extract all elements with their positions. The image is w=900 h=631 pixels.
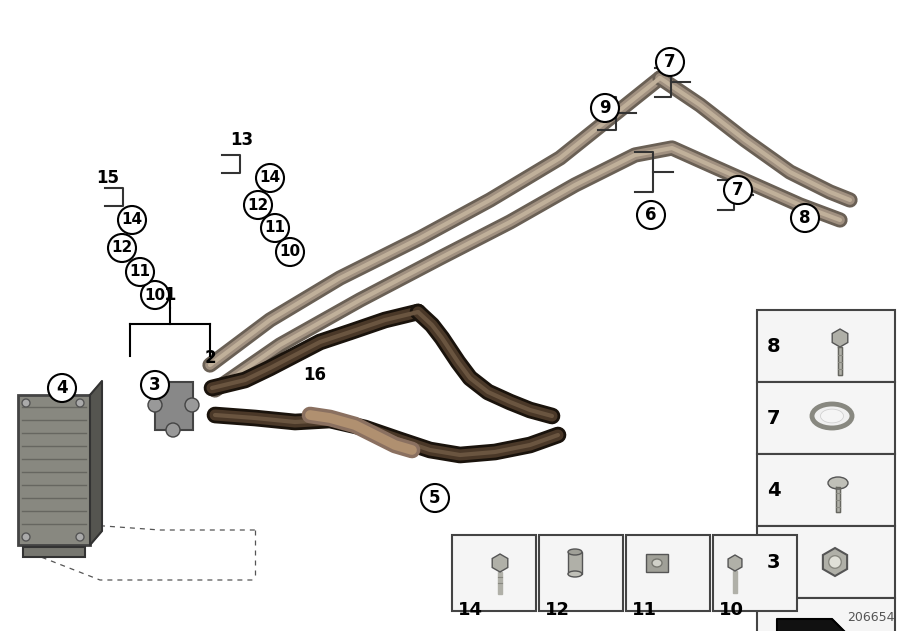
- Text: 3: 3: [149, 376, 161, 394]
- Ellipse shape: [828, 477, 848, 489]
- Text: 15: 15: [96, 169, 120, 187]
- Text: 13: 13: [230, 131, 254, 149]
- Circle shape: [244, 191, 272, 219]
- Circle shape: [141, 371, 169, 399]
- Polygon shape: [733, 571, 737, 593]
- Circle shape: [421, 484, 449, 512]
- Text: 2: 2: [204, 349, 216, 367]
- Text: 3: 3: [767, 553, 780, 572]
- Text: 206654: 206654: [848, 611, 895, 624]
- Text: 10: 10: [719, 601, 744, 619]
- Circle shape: [76, 533, 84, 541]
- Bar: [757, 310, 895, 382]
- Ellipse shape: [568, 549, 582, 555]
- Bar: [539, 535, 623, 611]
- Bar: [18, 395, 90, 545]
- Text: 6: 6: [645, 206, 657, 224]
- Text: 8: 8: [767, 336, 780, 355]
- Circle shape: [185, 398, 199, 412]
- Ellipse shape: [821, 409, 843, 423]
- Text: 16: 16: [303, 366, 327, 384]
- Circle shape: [261, 214, 289, 242]
- Circle shape: [48, 374, 76, 402]
- Text: 14: 14: [259, 170, 281, 186]
- Bar: [626, 535, 710, 611]
- Polygon shape: [728, 555, 742, 571]
- Circle shape: [591, 94, 619, 122]
- Bar: [646, 554, 668, 572]
- Polygon shape: [838, 347, 842, 375]
- Text: 12: 12: [112, 240, 132, 256]
- Text: 12: 12: [545, 601, 570, 619]
- Circle shape: [118, 206, 146, 234]
- Bar: [757, 526, 895, 598]
- Bar: [568, 552, 582, 574]
- Polygon shape: [90, 381, 102, 545]
- Circle shape: [22, 399, 30, 407]
- Circle shape: [656, 48, 684, 76]
- Bar: [155, 382, 193, 430]
- Text: 7: 7: [664, 53, 676, 71]
- Text: 7: 7: [733, 181, 743, 199]
- Polygon shape: [823, 548, 847, 576]
- Circle shape: [637, 201, 665, 229]
- Text: 10: 10: [279, 244, 301, 259]
- Text: 12: 12: [248, 198, 268, 213]
- Circle shape: [276, 238, 304, 266]
- Circle shape: [791, 204, 819, 232]
- Bar: [23, 547, 85, 557]
- Polygon shape: [777, 619, 847, 631]
- Bar: [452, 535, 536, 611]
- Ellipse shape: [652, 559, 662, 567]
- Circle shape: [166, 423, 180, 437]
- Text: 4: 4: [56, 379, 68, 397]
- Text: 11: 11: [265, 220, 285, 235]
- Bar: [757, 598, 895, 631]
- Text: 14: 14: [458, 601, 483, 619]
- Bar: [713, 535, 797, 611]
- Text: 10: 10: [144, 288, 166, 302]
- Bar: [757, 382, 895, 454]
- Text: 11: 11: [130, 264, 150, 280]
- Circle shape: [22, 533, 30, 541]
- Text: 7: 7: [767, 408, 780, 427]
- Circle shape: [256, 164, 284, 192]
- Polygon shape: [498, 572, 502, 594]
- Text: 5: 5: [429, 489, 441, 507]
- Polygon shape: [832, 329, 848, 347]
- Bar: [757, 454, 895, 526]
- Text: 1: 1: [164, 286, 176, 304]
- Text: 8: 8: [799, 209, 811, 227]
- Polygon shape: [836, 487, 840, 512]
- Text: 4: 4: [767, 480, 780, 500]
- Circle shape: [108, 234, 136, 262]
- Circle shape: [76, 399, 84, 407]
- Text: 9: 9: [599, 99, 611, 117]
- Circle shape: [141, 281, 169, 309]
- Text: 11: 11: [632, 601, 657, 619]
- Ellipse shape: [812, 404, 852, 428]
- Circle shape: [148, 398, 162, 412]
- Text: 14: 14: [122, 213, 142, 228]
- Circle shape: [829, 556, 842, 569]
- Polygon shape: [492, 554, 508, 572]
- Circle shape: [126, 258, 154, 286]
- Ellipse shape: [568, 571, 582, 577]
- Circle shape: [724, 176, 752, 204]
